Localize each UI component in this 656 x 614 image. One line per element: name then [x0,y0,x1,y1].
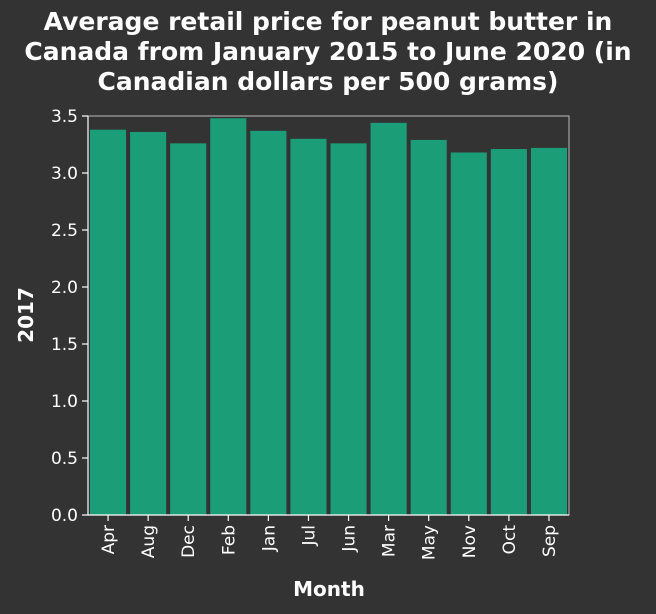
y-tick-label: 0.0 [51,506,78,526]
bar-aug [130,131,167,515]
chart-title-line-2: Canada from January 2015 to June 2020 (i… [24,37,631,66]
chart-title-line-3: Canadian dollars per 500 grams) [98,67,559,96]
y-tick-label: 1.0 [51,392,78,412]
x-tick-label: Sep [540,525,560,557]
y-axis-title: 2017 [14,287,38,343]
bar-may [410,139,447,515]
x-tick-label: Nov [460,525,480,558]
x-tick-label: Dec [179,525,199,558]
bar-jan [250,130,287,515]
y-tick-label: 2.5 [51,221,78,241]
bar-feb [210,118,247,515]
chart-title: Average retail price for peanut butter i… [24,7,631,96]
bar-nov [450,152,487,516]
bar-dec [170,143,207,516]
x-tick-label: Oct [500,525,520,555]
bar-jul [290,138,327,516]
y-tick-label: 0.5 [51,449,78,469]
x-tick-label: May [420,525,440,560]
x-tick-label: Jun [340,525,360,553]
y-tick-label: 3.0 [51,164,78,184]
y-tick-label: 3.5 [51,107,78,127]
chart-title-line-1: Average retail price for peanut butter i… [44,7,613,36]
x-axis-title: Month [293,577,365,601]
bar-sep [530,147,567,516]
bar-oct [490,149,527,515]
y-tick-label: 1.5 [51,335,78,355]
bar-mar [370,122,407,515]
plot-area: 0.0 0.5 1.0 1.5 2.0 2.5 3.0 3.5 Apr Aug Dec Feb Jan J… [51,107,570,560]
x-tick-label: Mar [380,525,400,557]
x-tick-label: Aug [139,525,159,558]
bar-jun [330,143,367,516]
x-tick-label: Jul [299,525,319,547]
bar-apr [90,129,127,515]
x-tick-label: Apr [99,525,119,554]
x-tick-label: Jan [259,525,279,552]
y-tick-label: 2.0 [51,278,78,298]
x-tick-label: Feb [219,525,239,555]
